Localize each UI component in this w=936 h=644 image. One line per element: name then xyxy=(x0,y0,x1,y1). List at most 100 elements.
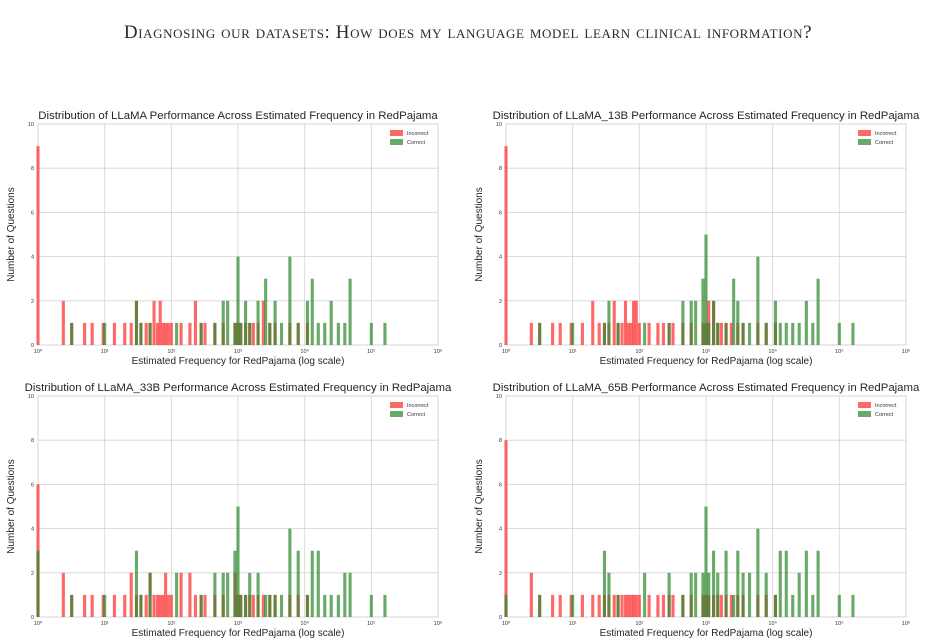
bar-correct xyxy=(778,322,782,345)
bar-correct xyxy=(607,572,611,617)
y-tick-label: 0 xyxy=(31,615,34,621)
bar-correct xyxy=(199,322,203,345)
bar-incorrect xyxy=(551,322,555,345)
chart-title: Distribution of LLaMA Performance Across… xyxy=(38,110,438,122)
y-tick-label: 8 xyxy=(31,438,34,444)
y-tick-label: 6 xyxy=(31,210,34,216)
bar-correct xyxy=(811,322,815,345)
bar-incorrect xyxy=(637,322,641,345)
bar-incorrect xyxy=(144,322,148,345)
bar-correct xyxy=(701,278,705,345)
chart-title: Distribution of LLaMA_65B Performance Ac… xyxy=(493,382,920,394)
bar-correct xyxy=(256,300,260,345)
bar-incorrect xyxy=(112,594,116,617)
legend-label-incorrect: Incorrect xyxy=(875,131,897,137)
y-tick-label: 2 xyxy=(31,571,34,577)
bar-incorrect xyxy=(161,594,165,617)
bar-correct xyxy=(784,322,788,345)
bar-incorrect xyxy=(161,322,165,345)
x-tick-label: 10⁶ xyxy=(434,348,442,355)
y-tick-label: 2 xyxy=(499,571,502,577)
bar-incorrect xyxy=(529,572,533,617)
x-tick-label: 10³ xyxy=(234,349,242,355)
x-tick-label: 10⁵ xyxy=(835,620,843,627)
bar-correct xyxy=(70,594,74,617)
x-tick-label: 10⁶ xyxy=(902,620,910,627)
bar-correct xyxy=(797,572,801,617)
x-tick-label: 10³ xyxy=(702,349,710,355)
bar-incorrect xyxy=(626,322,630,345)
bar-correct xyxy=(851,594,855,617)
bar-correct xyxy=(804,300,808,345)
bar-incorrect xyxy=(612,300,616,345)
bar-correct xyxy=(305,300,309,345)
bar-correct xyxy=(681,594,685,617)
x-tick-label: 10² xyxy=(167,621,175,627)
bar-incorrect xyxy=(83,322,87,345)
bar-incorrect xyxy=(580,594,584,617)
bar-incorrect xyxy=(632,594,636,617)
bar-correct xyxy=(756,528,760,617)
x-tick-label: 10² xyxy=(635,621,643,627)
bar-incorrect xyxy=(158,300,162,345)
bar-correct xyxy=(616,594,620,617)
bar-correct xyxy=(694,300,698,345)
bar-incorrect xyxy=(719,594,723,617)
bar-correct xyxy=(571,322,575,345)
bar-correct xyxy=(778,550,782,617)
bar-correct xyxy=(236,256,240,345)
bar-correct xyxy=(797,322,801,345)
bar-correct xyxy=(264,594,268,617)
bar-correct xyxy=(175,572,179,617)
bar-incorrect xyxy=(634,300,638,345)
bar-incorrect xyxy=(152,594,156,617)
bar-correct xyxy=(602,322,607,345)
bar-incorrect xyxy=(504,440,508,617)
bar-incorrect xyxy=(623,594,628,617)
bar-incorrect xyxy=(612,594,616,617)
legend-label-correct: Correct xyxy=(407,412,426,418)
bar-correct xyxy=(213,322,217,345)
bar-incorrect xyxy=(129,322,133,345)
chart-svg: 0 2 4 6 8 10 10⁰ 10¹ 10² 10³ 10⁴ 10⁵ 10⁶ Distribution… xyxy=(6,110,442,366)
bar-correct xyxy=(70,322,74,345)
bar-correct xyxy=(704,234,708,345)
bar-correct xyxy=(323,594,327,617)
bar-correct xyxy=(134,300,139,345)
bar-incorrect xyxy=(626,594,630,617)
chart-panel-llama: 0 2 4 6 8 10 10⁰ 10¹ 10² 10³ 10⁴ 10⁵ 10⁶ Distribution… xyxy=(0,104,468,366)
y-tick-label: 10 xyxy=(496,394,502,400)
bar-correct xyxy=(791,322,795,345)
bar-correct xyxy=(36,550,40,617)
legend-label-incorrect: Incorrect xyxy=(407,131,429,137)
bar-correct xyxy=(175,322,179,345)
y-tick-label: 4 xyxy=(499,255,502,261)
y-tick-label: 0 xyxy=(499,343,502,349)
bar-correct xyxy=(773,594,777,617)
bar-correct xyxy=(329,300,333,345)
bar-incorrect xyxy=(591,594,595,617)
bar-correct xyxy=(236,506,240,617)
bar-incorrect xyxy=(144,594,148,617)
bar-incorrect xyxy=(656,594,660,617)
bar-correct xyxy=(681,300,685,345)
x-tick-label: 10³ xyxy=(702,621,710,627)
bar-correct xyxy=(736,550,740,617)
bar-incorrect xyxy=(61,572,65,617)
y-tick-label: 10 xyxy=(28,394,34,400)
bar-incorrect xyxy=(661,322,665,345)
legend-swatch-incorrect xyxy=(390,402,403,408)
bar-correct xyxy=(538,322,542,345)
bar-correct xyxy=(148,322,152,345)
bar-correct xyxy=(707,572,711,617)
bar-correct xyxy=(288,528,292,617)
legend-swatch-incorrect xyxy=(858,130,871,136)
bar-incorrect xyxy=(504,146,508,345)
y-tick-label: 4 xyxy=(31,255,34,261)
bar-incorrect xyxy=(179,322,183,345)
bar-incorrect xyxy=(647,322,651,345)
bar-correct xyxy=(538,594,542,617)
bar-incorrect xyxy=(629,594,633,617)
bar-correct xyxy=(724,550,728,617)
bar-incorrect xyxy=(671,594,675,617)
